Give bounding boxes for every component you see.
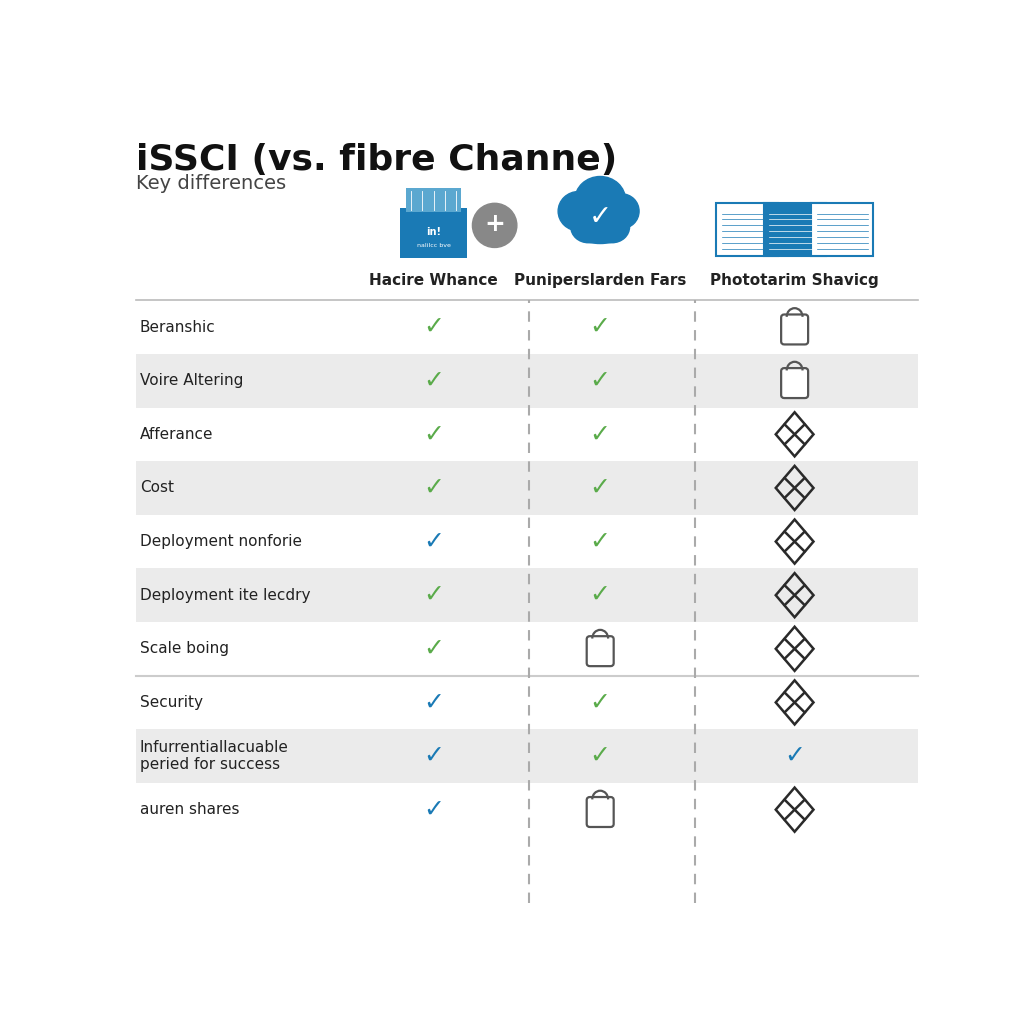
Text: ✓: ✓ [590, 690, 610, 715]
Ellipse shape [558, 191, 599, 230]
Text: Beranshic: Beranshic [140, 319, 216, 335]
FancyBboxPatch shape [587, 636, 613, 667]
Text: auren shares: auren shares [140, 802, 240, 817]
Text: ✓: ✓ [423, 584, 444, 607]
FancyBboxPatch shape [406, 188, 461, 212]
FancyBboxPatch shape [811, 204, 873, 256]
Text: ✓: ✓ [423, 529, 444, 554]
Text: ✓: ✓ [423, 744, 444, 768]
Text: ✓: ✓ [590, 422, 610, 446]
FancyBboxPatch shape [136, 568, 918, 622]
FancyBboxPatch shape [764, 204, 825, 256]
Circle shape [472, 204, 517, 248]
Ellipse shape [595, 211, 630, 243]
Text: ✓: ✓ [423, 476, 444, 500]
Text: Hacire Whance: Hacire Whance [370, 272, 498, 288]
Text: ✓: ✓ [423, 315, 444, 339]
Ellipse shape [572, 215, 628, 244]
Ellipse shape [570, 211, 606, 243]
Text: ✓: ✓ [423, 637, 444, 660]
Text: ✓: ✓ [590, 476, 610, 500]
FancyBboxPatch shape [781, 368, 808, 398]
Text: ✓: ✓ [423, 798, 444, 821]
Text: Key differences: Key differences [136, 174, 286, 194]
Text: Voire Altering: Voire Altering [140, 373, 244, 388]
Text: Afferance: Afferance [140, 427, 213, 441]
FancyBboxPatch shape [136, 729, 918, 782]
Text: Scale boing: Scale boing [140, 641, 229, 656]
Text: in!: in! [426, 226, 441, 237]
Text: ✓: ✓ [590, 369, 610, 393]
Ellipse shape [604, 194, 639, 228]
Text: Infurrentiallacuable
peried for success: Infurrentiallacuable peried for success [140, 739, 289, 772]
FancyBboxPatch shape [136, 461, 918, 515]
Text: ✓: ✓ [784, 744, 805, 768]
Text: ✓: ✓ [590, 529, 610, 554]
Text: Puniperslarden Fars: Puniperslarden Fars [514, 272, 686, 288]
Text: ✓: ✓ [590, 315, 610, 339]
Text: ✓: ✓ [423, 369, 444, 393]
FancyBboxPatch shape [716, 204, 778, 256]
Text: Deployment ite lecdry: Deployment ite lecdry [140, 588, 310, 603]
FancyBboxPatch shape [136, 354, 918, 408]
Text: Phototarim Shavicg: Phototarim Shavicg [711, 272, 879, 288]
Text: ✓: ✓ [589, 204, 611, 231]
FancyBboxPatch shape [781, 314, 808, 344]
Text: +: + [484, 212, 505, 236]
Text: ✓: ✓ [423, 690, 444, 715]
Text: Security: Security [140, 695, 203, 710]
Ellipse shape [574, 176, 626, 224]
Text: Deployment nonforie: Deployment nonforie [140, 535, 302, 549]
Text: ✓: ✓ [423, 422, 444, 446]
Text: Cost: Cost [140, 480, 174, 496]
FancyBboxPatch shape [400, 208, 467, 258]
FancyBboxPatch shape [587, 797, 613, 827]
Text: ✓: ✓ [590, 744, 610, 768]
Text: ✓: ✓ [590, 584, 610, 607]
Text: iSSCI (vs. fibre Channe): iSSCI (vs. fibre Channe) [136, 142, 617, 176]
Text: naliIcc bve: naliIcc bve [417, 243, 451, 248]
